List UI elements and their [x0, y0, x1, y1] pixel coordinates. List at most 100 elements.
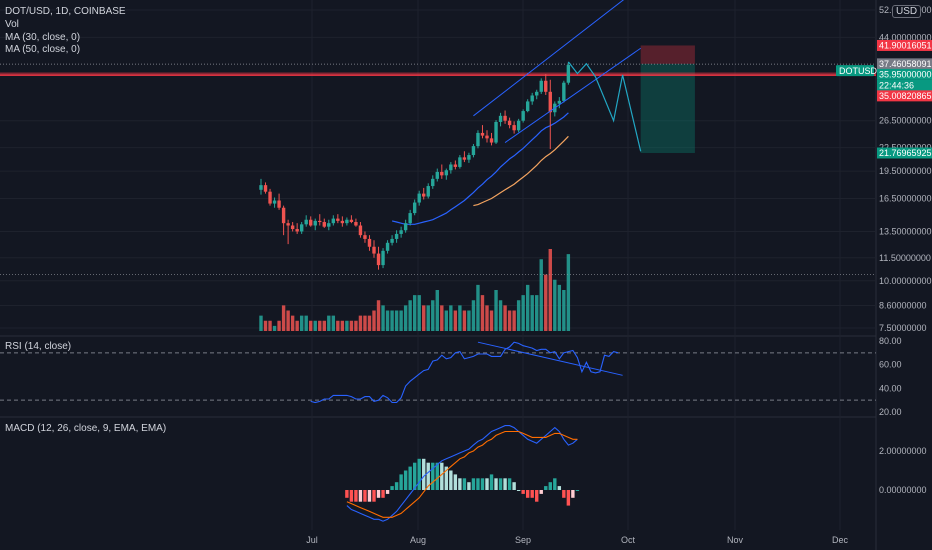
currency-badge[interactable]: USD [892, 5, 922, 18]
volume-bar [494, 290, 498, 331]
time-tick-label: Dec [832, 535, 849, 545]
price-tick-label: 44.00000000 [879, 32, 932, 42]
candle-body [512, 125, 516, 131]
candle-body [272, 200, 277, 204]
macd-histogram-bar [349, 490, 354, 502]
symbol-tag-label: DOTUSD [839, 66, 878, 76]
volume-bar [562, 290, 566, 331]
volume-bar [539, 259, 543, 331]
candle-body [412, 202, 417, 214]
stop-loss-zone [640, 45, 695, 64]
volume-bar [476, 284, 480, 331]
volume-bar [489, 310, 494, 331]
macd-tick-label: 2.00000000 [879, 446, 927, 456]
candle-body [399, 230, 403, 234]
volume-bar [268, 320, 272, 331]
candle-body [449, 164, 453, 171]
candle-body [313, 220, 317, 226]
volume-bar [376, 300, 381, 331]
price-tag-label: 37.46058091 [879, 59, 932, 69]
volume-bar [440, 305, 444, 331]
macd-histogram-bar [426, 462, 430, 490]
candle-body [548, 91, 552, 113]
candle-body [435, 171, 439, 179]
rsi-pane[interactable] [0, 341, 876, 404]
candle-body [304, 219, 308, 225]
candle-body [431, 178, 435, 187]
candle-body [295, 229, 299, 232]
macd-histogram-bar [494, 478, 498, 490]
candle-body [444, 170, 449, 176]
candle-body [345, 219, 349, 224]
price-tag [877, 39, 932, 51]
volume-bar [318, 320, 322, 331]
volume-bar [390, 310, 394, 331]
macd-histogram-bar [535, 490, 539, 502]
volume-bar [444, 310, 449, 331]
macd-histogram-bar [539, 490, 543, 494]
volume-bar [349, 320, 354, 331]
legend-macd[interactable]: MACD (12, 26, close, 9, EMA, EMA) [5, 423, 167, 434]
candle-body [458, 157, 462, 167]
volume-bar [277, 320, 281, 331]
macd-histogram-bar [544, 486, 548, 490]
volume-bar [372, 310, 376, 331]
volume-bar [408, 300, 412, 331]
macd-histogram-bar [553, 478, 557, 490]
time-tick-label: Aug [410, 535, 426, 545]
macd-histogram-bar [507, 478, 512, 490]
price-tick-label: 7.50000000 [879, 323, 927, 333]
macd-histogram-bar [354, 490, 358, 502]
price-tick-label: 11.50000000 [879, 253, 931, 263]
candle-body [539, 80, 543, 92]
short-position-box[interactable] [640, 45, 695, 153]
legend-ma50[interactable]: MA (50, close, 0) [5, 44, 81, 55]
price-tag [877, 79, 932, 91]
volume-bar [548, 249, 552, 331]
candlestick-series[interactable] [259, 61, 571, 270]
time-tick-label: Oct [621, 535, 636, 545]
candle-body [530, 95, 534, 102]
channel-upper-line [473, 0, 625, 117]
macd-histogram-bar [516, 490, 521, 491]
symbol-tag [836, 65, 874, 77]
volume-bar [272, 325, 277, 331]
horizontal-lines[interactable] [0, 63, 876, 275]
candle-body [354, 222, 358, 226]
volume-bar [544, 274, 548, 331]
macd-pane[interactable] [345, 425, 580, 522]
price-axis[interactable]: JulAugSepOctNovDec52.0000000044.00000000… [306, 5, 932, 545]
volume-bar [422, 305, 426, 331]
legend-symbol[interactable]: DOT/USD, 1D, COINBASE [5, 6, 126, 17]
legend-volume[interactable]: Vol [5, 19, 19, 30]
volume-bar [417, 295, 421, 331]
candle-body [358, 225, 363, 236]
volume-bar [403, 305, 408, 331]
volume-bar [367, 315, 372, 331]
volume-bars [259, 249, 571, 331]
time-tick-label: Nov [727, 535, 744, 545]
candle-body [309, 219, 313, 226]
volume-bar [462, 310, 467, 331]
rsi-tick-label: 20.00 [879, 407, 902, 417]
legend-rsi[interactable]: RSI (14, close) [5, 341, 72, 352]
volume-bar [435, 290, 439, 331]
rsi-tick-label: 40.00 [879, 383, 902, 393]
candle-body [394, 233, 399, 239]
volume-bar [286, 310, 290, 331]
volume-bar [290, 315, 295, 331]
macd-histogram-bar [435, 462, 439, 490]
candle-body [417, 193, 421, 203]
volume-bar [363, 315, 367, 331]
volume-bar [453, 310, 458, 331]
price-tick-label: 19.50000000 [879, 166, 932, 176]
candle-body [286, 223, 290, 226]
drawings[interactable] [473, 0, 642, 152]
volume-bar [449, 305, 453, 331]
price-tick-label: 16.50000000 [879, 194, 932, 204]
volume-bar [340, 320, 345, 331]
legend-ma30[interactable]: MA (30, close, 0) [5, 32, 81, 43]
volume-bar [521, 295, 525, 331]
moving-averages [391, 112, 569, 225]
